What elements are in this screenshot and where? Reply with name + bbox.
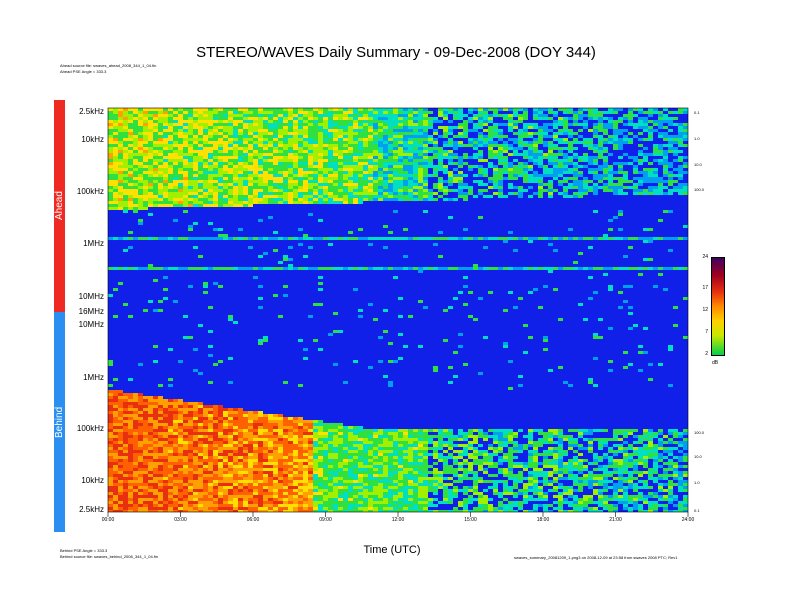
footer-generated-label: swaves_summary_20081209_1.png3 on 2008-1… [514,555,678,560]
spectrogram-plot [108,108,688,512]
ahead-source-label: Ahead source file: swaves_ahead_2008_344… [60,63,157,68]
behind-source-label: Behind source file: swaves_behind_2008_3… [60,554,159,559]
x-tick-label: 12:00 [391,517,405,523]
x-tick-label: 06:00 [246,517,260,523]
right-ahead-tick-label: 0.1 [694,110,700,115]
right-ahead-tick-label: 1.0 [694,136,700,141]
ahead-y-tick-label: 10kHz [81,135,104,144]
colorbar-unit: dB [712,360,719,366]
ahead-y-tick-label: 100kHz [76,187,104,196]
colorbar-tick-label: 2 [705,351,708,357]
ahead-y-tick-label: 2.5kHz [79,107,104,116]
x-tick-label: 00:00 [101,517,115,523]
x-tick-label: 21:00 [609,517,622,523]
chart-title: STEREO/WAVES Daily Summary - 09-Dec-2008… [196,44,596,61]
x-tick-label: 18:00 [536,517,550,523]
ahead-y-tick-label: 1MHz [83,239,104,248]
colorbar-tick-label: 17 [702,284,708,291]
right-ahead-tick-label: 10.0 [694,162,702,167]
behind-band: Behind [54,312,65,532]
colorbar-tick-label: 24 [702,254,708,260]
behind-y-tick-label: 100kHz [76,424,104,433]
behind-y-tick-label: 2.5kHz [79,505,104,514]
ahead-y-tick-label: 10MHz [78,292,104,301]
colorbar [711,257,725,356]
behind-pse-label: Behind PSE Angle = 333.3 [60,548,108,553]
right-behind-tick-label: 10.0 [694,454,702,459]
right-ahead-tick-label: 100.0 [694,187,705,192]
right-behind-tick-label: 100.0 [694,430,705,435]
right-behind-tick-label: 0.1 [694,508,700,513]
ahead-band: Ahead [54,100,65,312]
x-tick-label: 09:00 [319,517,332,523]
colorbar-tick-label: 12 [702,306,708,313]
plot-axes [107,107,689,517]
x-tick-label: 15:00 [464,517,477,523]
x-tick-label: 03:00 [174,517,187,523]
plot-frame [107,107,689,513]
ahead-pse-label: Ahead PSE Angle = 333.3 [60,69,107,74]
x-tick-label: 24:00 [681,517,695,523]
behind-y-tick-label: 10kHz [81,476,104,485]
behind-y-tick-label: 10MHz [78,320,104,329]
x-axis-title: Time (UTC) [363,544,421,556]
behind-y-tick-label: 1MHz [83,373,104,382]
right-behind-tick-label: 1.0 [694,480,700,485]
ahead-y-tick-label: 16MHz [78,307,104,316]
colorbar-tick-label: 7 [705,328,708,335]
